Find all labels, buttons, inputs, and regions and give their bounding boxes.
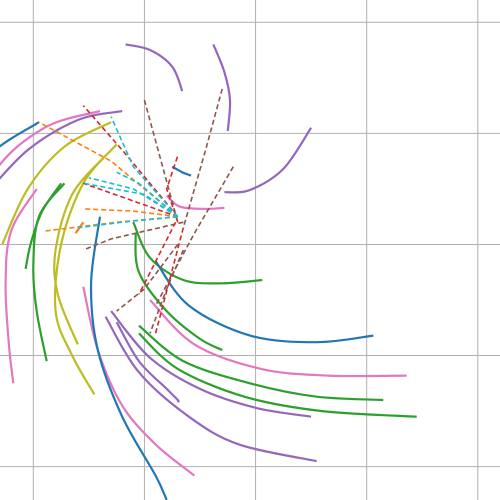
arc-line-24 bbox=[0, 121, 40, 148]
arc-line-9 bbox=[138, 324, 384, 402]
arc-line-21 bbox=[1, 121, 112, 245]
spoke-series bbox=[38, 88, 234, 334]
arc-line-15 bbox=[89, 216, 168, 500]
spoke-line-8 bbox=[82, 105, 179, 218]
spoke-line-16 bbox=[83, 182, 179, 218]
arc-line-13 bbox=[115, 321, 180, 404]
arc-line-20 bbox=[4, 188, 38, 384]
arc-line-19 bbox=[24, 182, 63, 270]
arc-line-0 bbox=[212, 43, 232, 132]
arc-line-5 bbox=[132, 221, 263, 285]
spoke-line-4 bbox=[83, 221, 184, 251]
spoke-line-9 bbox=[165, 155, 179, 223]
arc-series bbox=[0, 43, 417, 500]
arc-line-16 bbox=[53, 143, 118, 395]
spoke-line-5 bbox=[143, 99, 179, 223]
spoke-line-13 bbox=[83, 208, 178, 218]
spoke-line-17 bbox=[77, 215, 178, 229]
arc-line-1 bbox=[125, 43, 184, 92]
spoke-line-0 bbox=[154, 166, 234, 306]
spoke-line-7 bbox=[83, 182, 179, 218]
spoke-line-10 bbox=[138, 221, 177, 295]
arc-line-6 bbox=[154, 260, 374, 344]
arc-line-10 bbox=[138, 332, 417, 418]
spoke-line-2 bbox=[116, 243, 179, 312]
arc-line-8 bbox=[149, 299, 407, 378]
arc-line-2 bbox=[224, 127, 313, 194]
arc-line-14 bbox=[82, 286, 196, 477]
arc-line-11 bbox=[110, 310, 312, 418]
arc-line-12 bbox=[104, 316, 317, 463]
arc-line-17 bbox=[53, 154, 107, 345]
arc-line-22 bbox=[0, 110, 123, 180]
spoke-line-6 bbox=[154, 227, 185, 334]
spoke-line-18 bbox=[116, 171, 179, 218]
arc-line-23 bbox=[0, 110, 101, 167]
spoke-line-14 bbox=[110, 116, 179, 218]
arc-line-7 bbox=[134, 233, 223, 351]
spoke-line-3 bbox=[149, 249, 185, 334]
